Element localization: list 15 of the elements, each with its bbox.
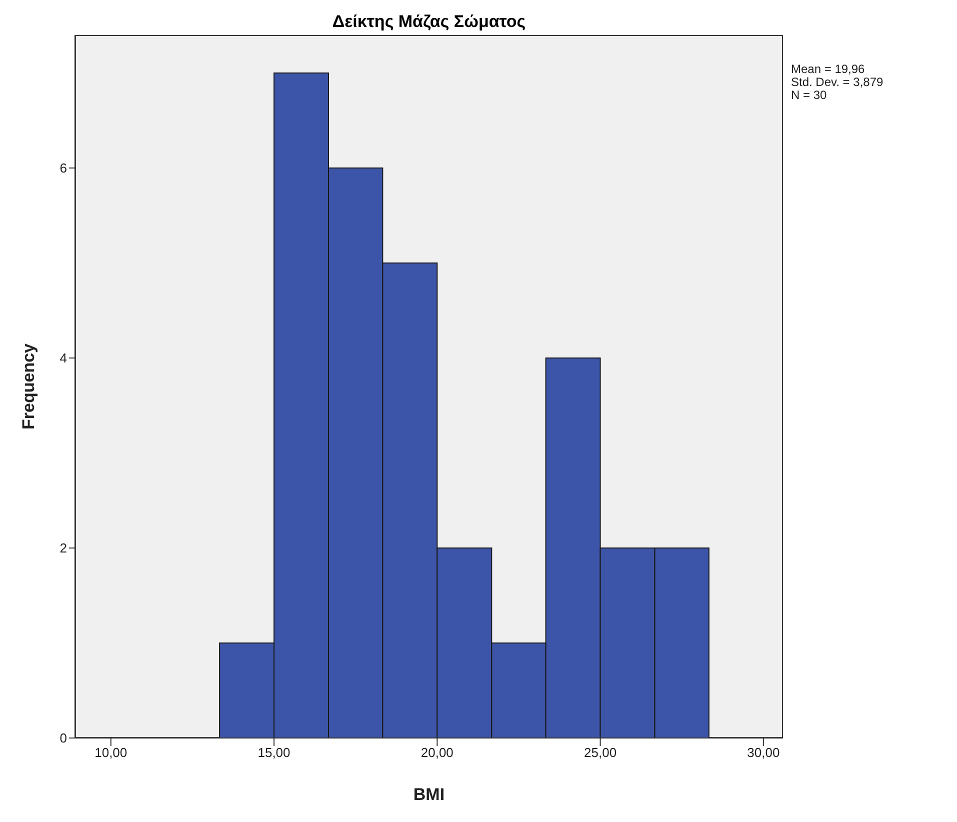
chart-title: Δείκτης Μάζας Σώματος: [331, 12, 527, 32]
x-tick-label: 25,00: [584, 745, 617, 760]
y-axis-title: Frequency: [19, 342, 38, 430]
x-tick-label: 15,00: [258, 745, 290, 760]
x-tick-label: 10,00: [94, 745, 128, 760]
text: Mean = 19,96: [791, 62, 866, 76]
x-axis-title: BMI: [413, 785, 445, 804]
y-tick-label: 6: [60, 160, 67, 176]
y-tick-label: 0: [60, 730, 67, 746]
text: Std. Dev. = 3,879: [791, 75, 884, 89]
text: N = 30: [791, 88, 828, 102]
x-tick-label: 30,00: [747, 745, 780, 760]
y-tick-label: 2: [60, 540, 67, 556]
x-tick-label: 20,00: [420, 745, 454, 760]
y-tick-label: 4: [60, 350, 67, 366]
